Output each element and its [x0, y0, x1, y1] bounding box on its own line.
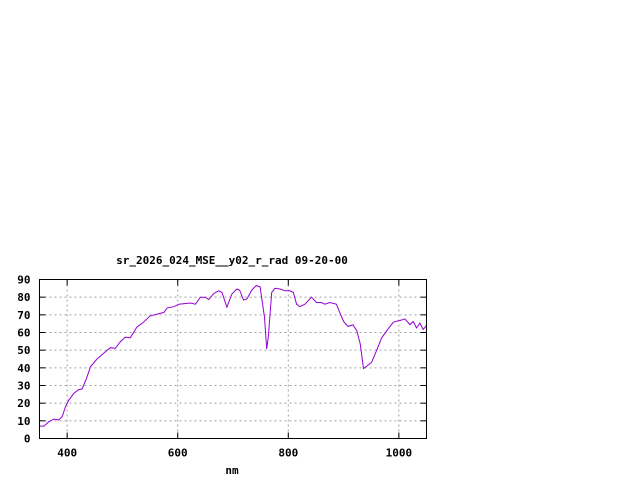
x-axis: 400 600 800 1000	[57, 279, 413, 460]
x-tick-label: 800	[278, 447, 298, 460]
grid	[39, 279, 427, 439]
chart-title: sr_2026_024_MSE__y02_r_rad 09-20-00	[116, 254, 348, 267]
y-tick-label: 50	[17, 344, 30, 357]
y-tick-label: 70	[17, 309, 30, 322]
y-tick-label: 10	[17, 415, 30, 428]
y-tick-label: 80	[17, 291, 30, 304]
y-tick-label: 20	[17, 397, 30, 410]
x-tick-label: 1000	[386, 447, 413, 460]
x-axis-label: nm	[225, 464, 239, 477]
series-group	[39, 284, 427, 427]
series-line	[39, 284, 427, 427]
y-tick-label: 90	[17, 274, 30, 287]
y-tick-label: 30	[17, 380, 30, 393]
y-tick-label: 0	[24, 433, 31, 446]
y-axis: 0 10 20 30 40 50 60 70 80 90	[17, 274, 427, 446]
plot-border	[39, 279, 427, 439]
y-tick-label: 60	[17, 327, 30, 340]
y-tick-label: 40	[17, 362, 30, 375]
x-tick-label: 600	[168, 447, 188, 460]
x-tick-label: 400	[57, 447, 77, 460]
